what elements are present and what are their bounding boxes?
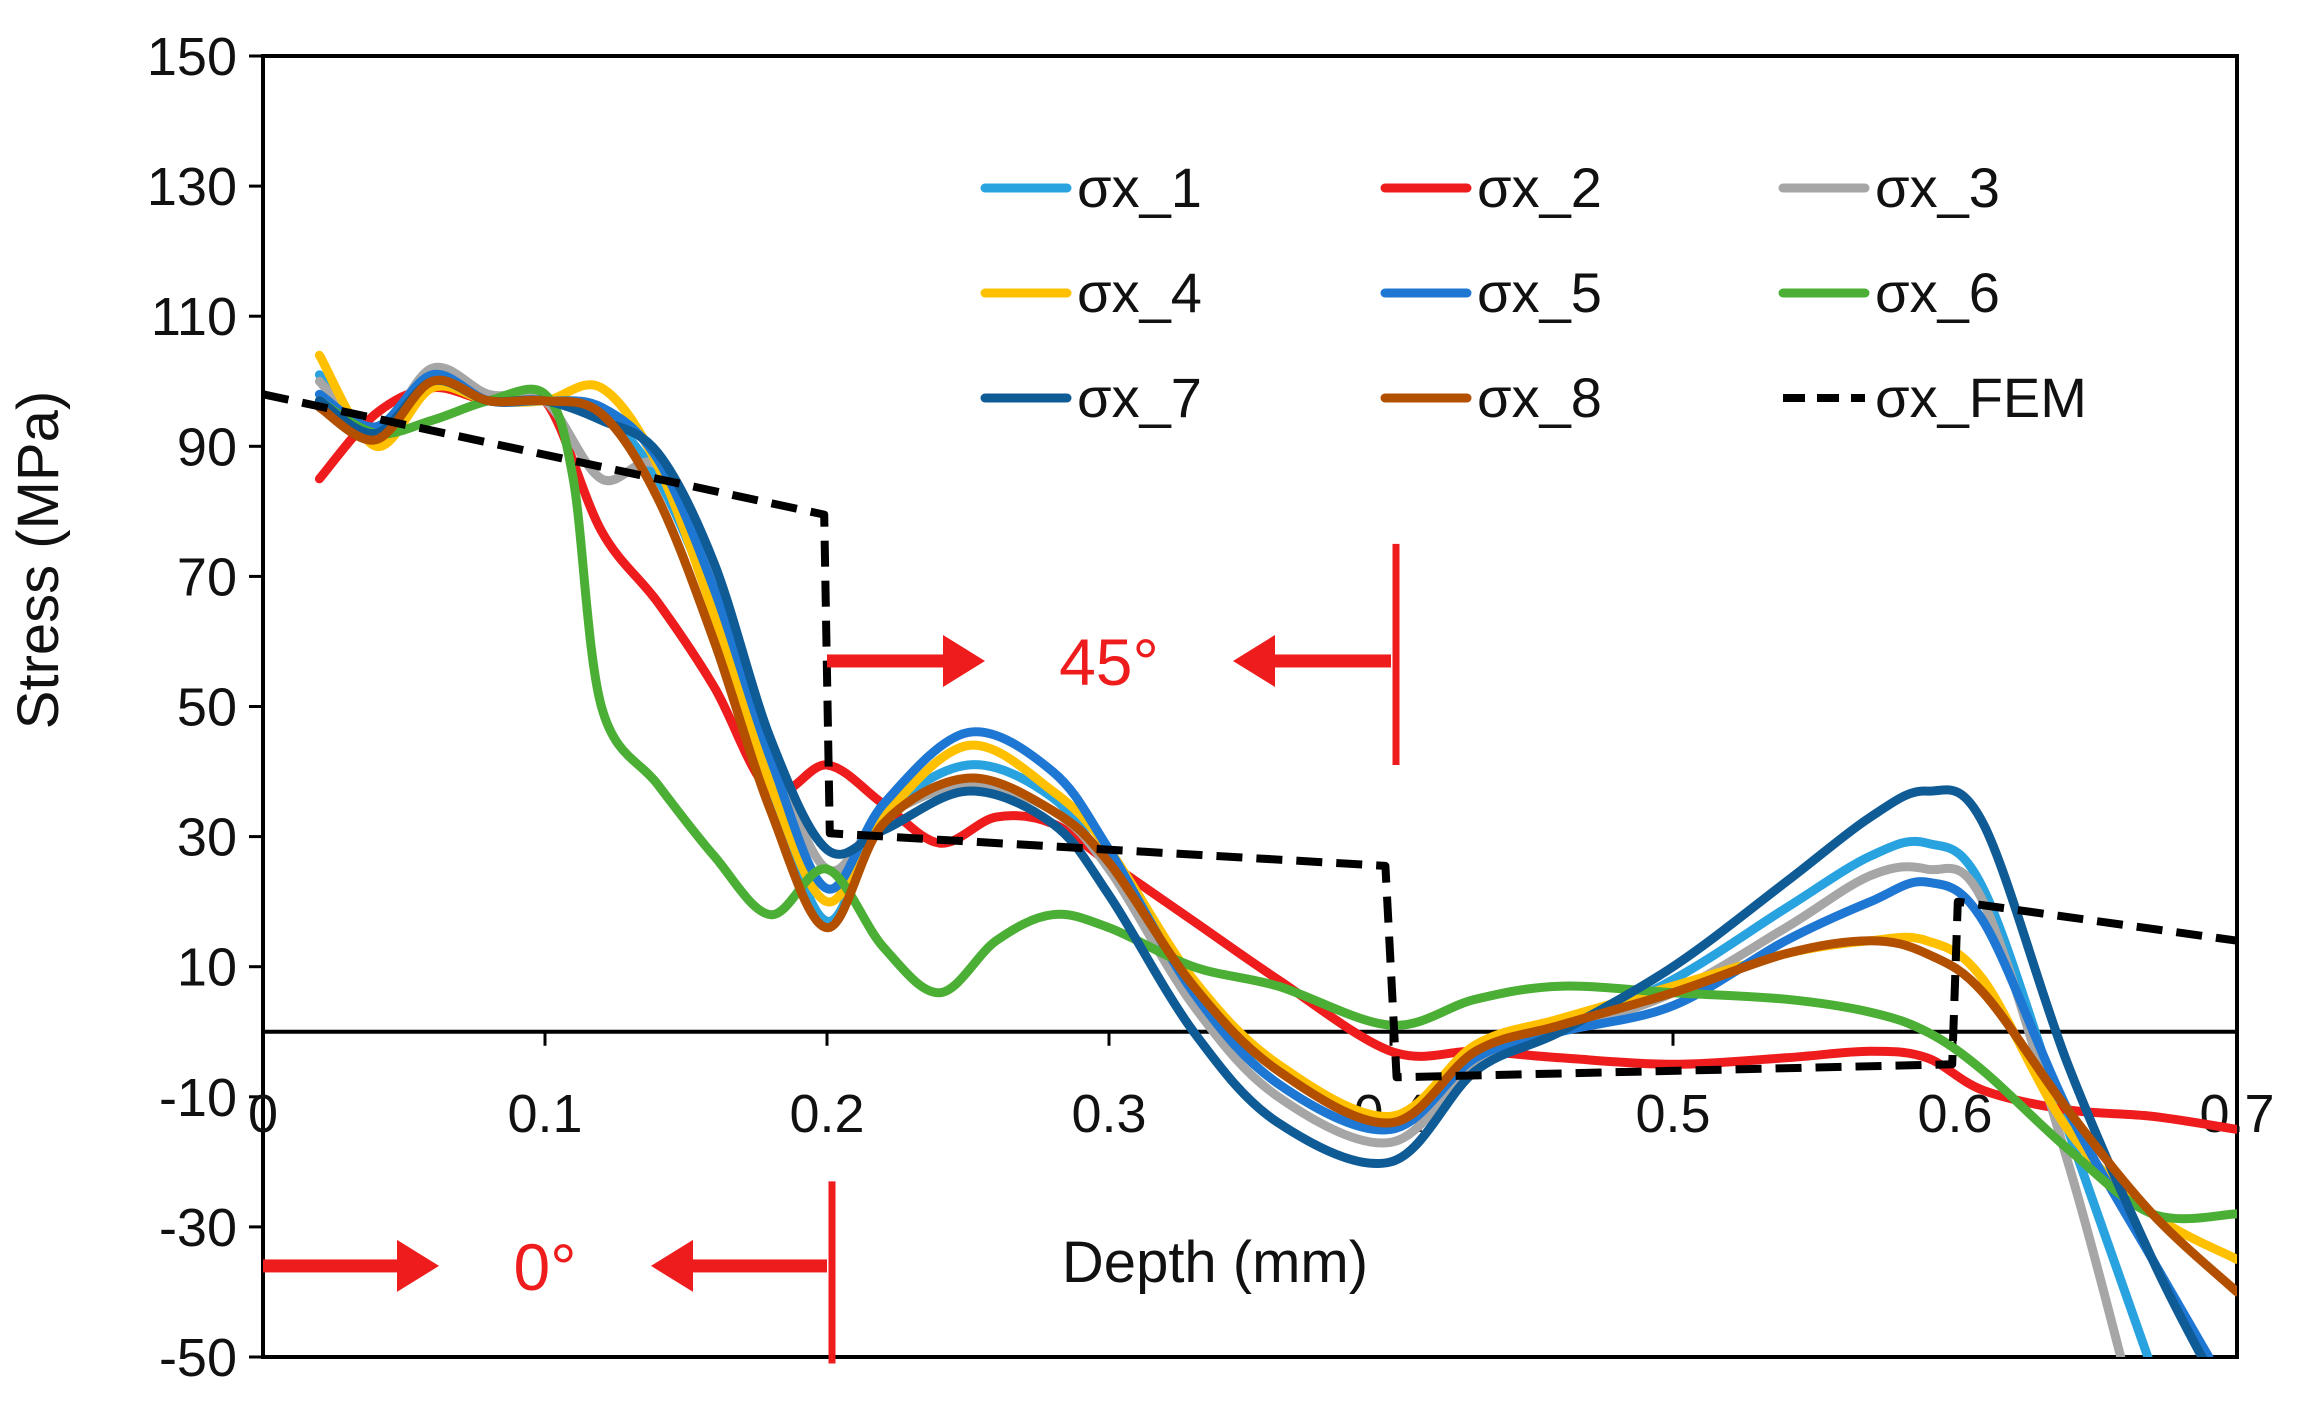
y-tick-label: 90 <box>177 417 237 477</box>
arrow-right-1 <box>827 634 985 687</box>
x-tick-label: 0.5 <box>1635 1084 1710 1144</box>
legend-label-2: σx_2 <box>1477 156 1602 219</box>
annotation-label-2: 0° <box>513 1230 576 1304</box>
y-tick-label: 70 <box>177 547 237 607</box>
y-tick-label: -10 <box>159 1068 237 1128</box>
x-tick-label: 0 <box>248 1084 278 1144</box>
series-line-8 <box>314 375 2237 1297</box>
arrow-left-2 <box>651 1239 827 1292</box>
x-tick-label: 0.1 <box>507 1084 582 1144</box>
legend-label-5: σx_5 <box>1477 261 1602 324</box>
angle-annotations: 45° 0° <box>263 543 1400 1364</box>
y-tick-label: 50 <box>177 678 237 738</box>
y-tick-label: 10 <box>177 938 237 998</box>
legend-label-8: σx_8 <box>1477 366 1602 429</box>
y-tick-label: 30 <box>177 808 237 868</box>
annotation-label-1: 45° <box>1059 625 1159 699</box>
series-lines <box>263 350 2237 1357</box>
x-tick-label: 0.7 <box>2199 1084 2274 1144</box>
arrow-right-2 <box>263 1239 439 1292</box>
x-axis-title: Depth (mm) <box>1062 1230 1368 1295</box>
series-line-6 <box>314 384 2237 1224</box>
x-tick-label: 0.2 <box>789 1084 864 1144</box>
y-tick-label: -50 <box>159 1328 237 1388</box>
series-line-9 <box>263 390 2237 1082</box>
legend: σx_1 σx_2 σx_3 σx_4 σx_5 σx_6 σx_7 σx_8 σx_FEM <box>980 156 2087 429</box>
legend-label-3: σx_3 <box>1875 156 2000 219</box>
plot-area <box>261 54 2239 1359</box>
legend-label-9: σx_FEM <box>1875 366 2087 429</box>
y-tick-label: -30 <box>159 1198 237 1258</box>
legend-label-6: σx_6 <box>1875 261 2000 324</box>
y-axis-ticks: 150 130 110 90 70 50 30 10 -10 -30 -50 <box>147 27 263 1388</box>
y-tick-label: 150 <box>147 27 237 87</box>
x-tick-label: 0.3 <box>1071 1084 1146 1144</box>
series-line-2 <box>314 383 2237 1134</box>
legend-label-7: σx_7 <box>1077 366 1202 429</box>
plot-border <box>261 54 2239 1359</box>
y-tick-label: 110 <box>151 287 237 347</box>
y-tick-label: 130 <box>147 157 237 217</box>
arrow-left-1 <box>1233 634 1391 687</box>
y-axis-title: Stress (MPa) <box>6 391 71 729</box>
legend-label-1: σx_1 <box>1077 156 1202 219</box>
legend-label-4: σx_4 <box>1077 261 1202 324</box>
